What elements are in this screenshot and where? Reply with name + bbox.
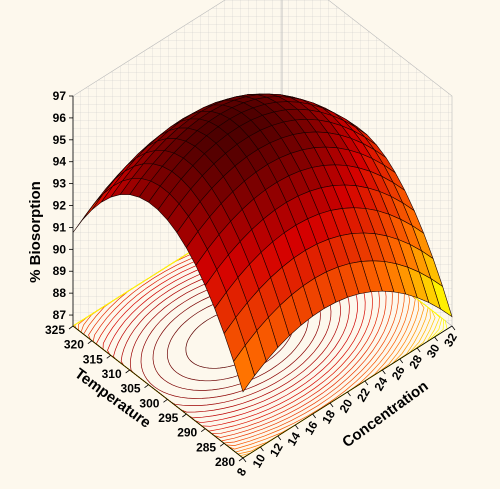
- x-tick-mark: [68, 325, 74, 330]
- y-tick-mark: [364, 380, 369, 386]
- y-tick-label: 26: [389, 363, 408, 382]
- y-tick-label: 30: [424, 341, 443, 360]
- y-tick-label: 32: [441, 330, 460, 349]
- x-tick-label: 290: [177, 426, 197, 440]
- y-tick-mark: [416, 347, 421, 353]
- x-tick-label: 305: [121, 382, 141, 396]
- y-tick-mark: [329, 402, 334, 408]
- z-tick-label: 87: [53, 308, 67, 322]
- x-axis-line: [72, 325, 244, 459]
- y-tick-label: 10: [250, 451, 269, 470]
- y-tick-mark: [399, 358, 404, 364]
- y-tick-mark: [434, 336, 438, 342]
- z-tick-label: 92: [53, 199, 67, 213]
- z-tick-label: 93: [53, 177, 67, 191]
- x-tick-mark: [125, 369, 130, 374]
- x-tick-label: 300: [139, 396, 159, 410]
- z-axis-label: % Biosorption: [27, 181, 44, 283]
- y-tick-label: 22: [354, 385, 373, 404]
- y-tick-mark: [260, 446, 264, 452]
- x-tick-label: 325: [45, 323, 65, 337]
- y-tick-label: 28: [406, 352, 425, 371]
- y-tick-label: 14: [284, 429, 303, 448]
- x-tick-mark: [200, 428, 206, 432]
- z-tick-label: 95: [53, 133, 67, 147]
- x-tick-mark: [144, 384, 149, 388]
- z-tick-label: 94: [53, 155, 67, 169]
- y-tick-mark: [382, 369, 386, 375]
- y-tick-label: 12: [267, 440, 286, 459]
- z-tick-label: 88: [53, 286, 67, 300]
- z-tick-label: 97: [53, 89, 67, 103]
- z-tick-label: 90: [53, 242, 67, 256]
- x-tick-mark: [163, 399, 168, 403]
- y-tick-label: 24: [371, 374, 390, 393]
- y-tick-label: 20: [337, 396, 356, 415]
- x-tick-label: 310: [102, 367, 122, 381]
- y-tick-mark: [347, 391, 351, 397]
- y-tick-label: 18: [319, 407, 338, 426]
- x-tick-mark: [106, 355, 112, 359]
- x-tick-mark: [182, 413, 187, 418]
- x-tick-mark: [87, 340, 93, 344]
- response-surface: [72, 93, 453, 393]
- axes: 87 88 89 90 91 92 93 94 95 96 97 280285290295300305…: [45, 89, 460, 478]
- x-tick-mark: [238, 457, 244, 462]
- x-tick-label: 295: [158, 411, 178, 425]
- y-tick-mark: [451, 325, 456, 331]
- y-tick-mark: [294, 424, 299, 430]
- x-tick-label: 315: [83, 352, 103, 366]
- x-tick-label: 285: [196, 440, 216, 454]
- z-tick-label: 96: [53, 111, 67, 125]
- y-tick-mark: [312, 413, 316, 419]
- z-tick-label: 91: [53, 220, 67, 234]
- y-tick-label: 16: [302, 418, 321, 437]
- y-tick-mark: [242, 457, 247, 463]
- x-tick-mark: [219, 443, 225, 447]
- x-tick-label: 320: [64, 338, 84, 352]
- surface-cell: [233, 344, 255, 393]
- y-tick-label: 8: [234, 465, 250, 478]
- x-tick-label: 280: [215, 455, 235, 469]
- y-tick-mark: [277, 435, 282, 441]
- z-tick-label: 89: [53, 264, 67, 278]
